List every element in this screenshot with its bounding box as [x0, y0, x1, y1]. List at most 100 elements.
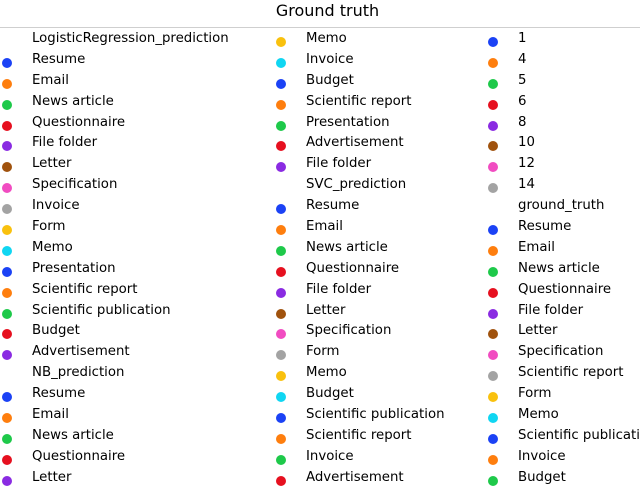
legend-label: News article — [518, 260, 600, 276]
legend-label: Invoice — [306, 448, 354, 464]
legend-label: Scientific publication — [518, 427, 640, 443]
legend-label: Questionnaire — [32, 448, 126, 464]
legend-marker — [2, 475, 12, 486]
legend-marker — [488, 413, 498, 424]
legend-label: Memo — [306, 31, 347, 46]
legend-marker — [2, 413, 12, 424]
legend-label: Scientific publication — [306, 407, 445, 423]
legend-label: 1 — [518, 31, 527, 46]
legend-marker — [488, 162, 498, 173]
legend-marker — [488, 57, 498, 68]
legend-label: Scientific report — [32, 281, 138, 297]
legend-label: Email — [306, 219, 343, 235]
legend-label: News article — [306, 239, 388, 255]
legend-marker — [276, 57, 286, 68]
legend-label: News article — [32, 427, 114, 443]
legend-label: Email — [32, 407, 69, 423]
legend-marker — [276, 454, 286, 465]
legend-marker — [488, 141, 498, 152]
legend-marker — [2, 266, 12, 277]
legend-label: Resume — [32, 386, 86, 402]
legend-label: Email — [518, 239, 555, 255]
legend-label: Memo — [306, 365, 347, 381]
legend-label: File folder — [32, 135, 98, 151]
legend-marker — [2, 78, 12, 89]
legend-label: Budget — [306, 72, 354, 88]
legend-label: 4 — [518, 51, 527, 67]
legend-marker — [276, 225, 286, 236]
legend-marker — [488, 350, 498, 361]
legend-label: 8 — [518, 114, 527, 130]
legend-marker — [2, 350, 12, 361]
legend-marker — [488, 371, 498, 382]
legend-marker — [276, 141, 286, 152]
legend-marker — [488, 120, 498, 131]
legend-marker — [276, 120, 286, 131]
legend-label: Letter — [518, 323, 558, 339]
legend-marker — [2, 204, 12, 215]
chart-title: Ground truth — [275, 1, 380, 20]
legend-marker — [488, 225, 498, 236]
legend-marker — [276, 78, 286, 89]
legend-label: Form — [32, 219, 66, 235]
legend-marker — [488, 183, 498, 194]
legend-marker — [276, 392, 286, 403]
legend-label: Form — [306, 344, 340, 360]
legend-marker — [488, 99, 498, 110]
legend-marker — [2, 287, 12, 298]
legend-label: File folder — [306, 156, 372, 172]
legend-label: Resume — [518, 219, 572, 235]
legend-group-title: SVC_prediction — [306, 177, 407, 193]
legend-label: Scientific report — [306, 427, 412, 443]
legend-marker — [488, 37, 498, 47]
legend-marker — [488, 78, 498, 89]
legend-label: Budget — [518, 469, 566, 485]
legend-marker — [276, 162, 286, 173]
legend-label: Presentation — [306, 114, 390, 130]
legend-label: Budget — [306, 386, 354, 402]
legend-label: 5 — [518, 72, 527, 88]
plot-top-border — [0, 27, 640, 28]
legend-marker — [276, 329, 286, 340]
legend-marker — [2, 162, 12, 173]
legend-marker — [2, 99, 12, 110]
legend-marker — [276, 266, 286, 277]
legend-marker — [2, 57, 12, 68]
legend-marker — [276, 204, 286, 215]
legend-marker — [2, 183, 12, 194]
legend-marker — [276, 475, 286, 486]
legend-label: Advertisement — [32, 344, 130, 360]
legend-marker — [276, 413, 286, 424]
legend-label: Specification — [32, 177, 118, 193]
legend-marker — [488, 308, 498, 319]
legend-group-title: LogisticRegression_prediction — [32, 31, 229, 46]
legend-label: Specification — [518, 344, 604, 360]
legend-label: Resume — [306, 198, 360, 214]
legend-marker — [488, 475, 498, 486]
legend-label: Invoice — [306, 51, 354, 67]
legend-marker — [2, 329, 12, 340]
legend-marker — [276, 350, 286, 361]
legend-marker — [2, 225, 12, 236]
legend-group-title: NB_prediction — [32, 365, 125, 381]
legend-label: 6 — [518, 93, 527, 109]
legend-label: File folder — [518, 302, 584, 318]
legend-marker — [276, 433, 286, 444]
legend-label: File folder — [306, 281, 372, 297]
legend-group-title: ground_truth — [518, 198, 605, 214]
legend-label: Letter — [306, 302, 346, 318]
legend-marker — [2, 433, 12, 444]
legend-marker — [276, 37, 286, 47]
legend-marker — [488, 454, 498, 465]
legend-marker — [488, 287, 498, 298]
legend-label: Advertisement — [306, 135, 404, 151]
legend-marker — [276, 287, 286, 298]
legend-label: Questionnaire — [306, 260, 400, 276]
legend-label: Questionnaire — [518, 281, 612, 297]
legend-marker — [2, 308, 12, 319]
legend-marker — [276, 245, 286, 256]
legend-label: Scientific publication — [32, 302, 171, 318]
legend-marker — [2, 392, 12, 403]
legend-label: Letter — [32, 156, 72, 172]
legend-marker — [2, 141, 12, 152]
